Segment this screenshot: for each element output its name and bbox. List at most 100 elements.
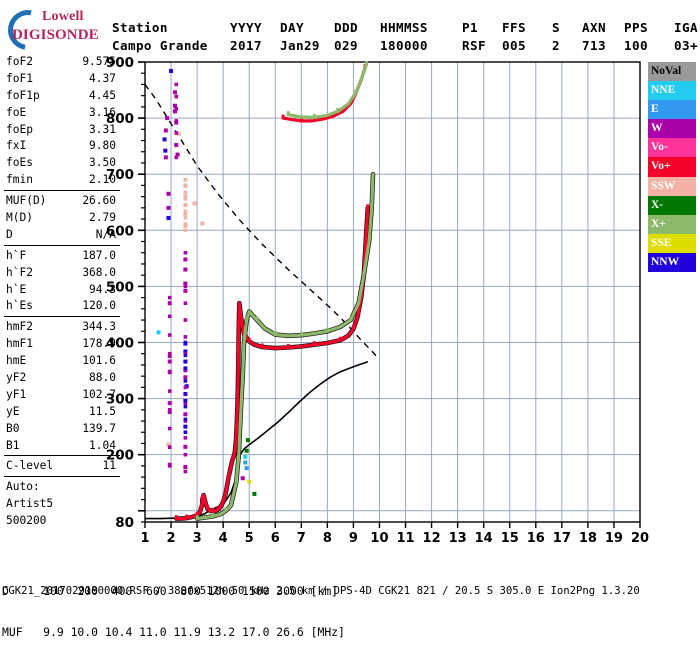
legend-item-x[interactable]: X+: [648, 214, 696, 234]
param-row-hme: hmE 101.6: [2, 353, 122, 370]
scatter-echo: [163, 148, 168, 153]
legend-item-vo[interactable]: Vo+: [648, 157, 696, 177]
echo-pixel: [364, 61, 368, 65]
x-tick-label: 3: [193, 531, 202, 546]
legend-item-e[interactable]: E: [648, 100, 696, 120]
scatter-echo: [167, 401, 172, 406]
scatter-echo: [252, 491, 257, 496]
scatter-echo: [183, 375, 188, 380]
scatter-echo: [175, 152, 180, 157]
scatter-echo: [163, 128, 168, 133]
param-value: 4.37: [89, 71, 116, 85]
param-row-fof2: foF2 9.575: [2, 54, 122, 71]
echo-pixel: [237, 322, 241, 326]
scatter-echo: [183, 209, 188, 214]
echo-pixel: [241, 372, 245, 376]
scatter-echo: [183, 359, 188, 364]
scatter-echo: [200, 221, 205, 226]
scatter-echo: [243, 454, 248, 459]
param-value: 9.80: [89, 139, 116, 153]
scatter-echo: [172, 109, 177, 114]
x-tick-label: 5: [245, 531, 254, 546]
param-value: 88.0: [89, 371, 116, 385]
scatter-echo: [183, 436, 188, 440]
x-tick-label: 8: [323, 531, 332, 546]
header-value-8: 713: [582, 38, 606, 53]
scatter-echo: [183, 215, 188, 220]
param-row-fmin: fmin 2.10: [2, 172, 122, 189]
echo-pixel: [245, 316, 249, 320]
x-tick-label: 10: [370, 531, 388, 546]
echo-pixel: [200, 496, 204, 500]
param-divider: [4, 190, 120, 192]
legend-item-noval[interactable]: NoVal: [648, 62, 696, 82]
legend-item-x[interactable]: X-: [648, 195, 696, 215]
header-value-0: Campo Grande: [112, 38, 208, 53]
scatter-echo: [183, 340, 188, 345]
scatter-echo: [247, 479, 252, 484]
legend-item-nnw[interactable]: NNW: [648, 252, 696, 273]
x-tick-label: 1: [140, 531, 149, 546]
param-value: 178.9: [82, 337, 116, 351]
echo-pixel: [221, 498, 225, 502]
electron-density-profile: [145, 360, 369, 520]
param-row-fof1: foF1 4.37: [2, 71, 122, 88]
echo-pixel: [366, 204, 370, 208]
param-row-yf1: yF1 102.7: [2, 387, 122, 404]
param-key: Artist5: [6, 497, 54, 511]
header-value-10: 03+: [674, 38, 698, 53]
header-label-3: DDD: [334, 20, 358, 35]
legend-item-ssw[interactable]: SSW: [648, 176, 696, 196]
param-key: foF1: [6, 71, 33, 85]
x-tick-label: 15: [501, 531, 519, 546]
param-row-mufd: MUF(D) 26.60: [2, 193, 122, 210]
logo-brand-top: Lowell: [42, 9, 84, 24]
header-label-7: S: [552, 20, 560, 35]
param-row-b0: B0 139.7: [2, 421, 122, 438]
echo-pixel: [363, 249, 367, 253]
param-value: 1.04: [89, 438, 116, 452]
x-tick-label: 11: [396, 531, 414, 546]
x-tick-label: 17: [553, 531, 571, 546]
scatter-echo: [183, 194, 188, 199]
param-row-hmf2: hmF2 344.3: [2, 319, 122, 336]
scatter-echo: [183, 203, 188, 207]
legend-item-w[interactable]: W: [648, 119, 696, 139]
scatter-echo: [166, 191, 171, 196]
header-label-6: FFS: [502, 20, 526, 35]
legend-item-sse[interactable]: SSE: [648, 233, 696, 253]
distance-muf-scale: D 100 200 400 600 800 1000 1500 3000 [km…: [2, 558, 345, 653]
footer-file-info: CGK21_2017029180000.RSF / 380fx512h 50 k…: [2, 585, 640, 597]
echo-pixel: [199, 505, 203, 509]
param-value: N/A: [95, 227, 116, 241]
echo-pixel: [312, 341, 316, 345]
y-tick-label: 900: [106, 55, 134, 71]
echo-pixel: [286, 111, 290, 115]
scatter-echo: [183, 430, 188, 435]
header-label-5: P1: [462, 20, 478, 35]
scatter-echo: [183, 391, 188, 396]
param-key: foEp: [6, 122, 33, 136]
header-label-4: HHMMSS: [380, 20, 428, 35]
scatter-echo: [169, 68, 174, 73]
scatter-echo: [167, 295, 172, 300]
legend-item-vo[interactable]: Vo-: [648, 138, 696, 158]
header-value-1: 2017: [230, 38, 262, 53]
header-label-2: DAY: [280, 20, 304, 35]
param-divider: [4, 455, 120, 457]
echo-pixel: [239, 316, 243, 320]
param-key: hmF2: [6, 320, 33, 334]
scatter-echo: [183, 196, 188, 201]
param-row-fof1p: foF1p 4.45: [2, 88, 122, 105]
scatter-echo: [183, 284, 188, 289]
scatter-echo: [183, 404, 188, 409]
param-value: 102.7: [82, 387, 116, 401]
scatter-echo: [166, 215, 171, 220]
param-value: 187.0: [82, 248, 116, 262]
legend-item-nne[interactable]: NNE: [648, 81, 696, 101]
param-value: 2.79: [89, 211, 116, 225]
x-tick-label: 7: [297, 531, 306, 546]
scatter-echo: [183, 223, 188, 228]
echo-pixel: [230, 456, 234, 460]
param-value: 120.0: [82, 299, 116, 313]
